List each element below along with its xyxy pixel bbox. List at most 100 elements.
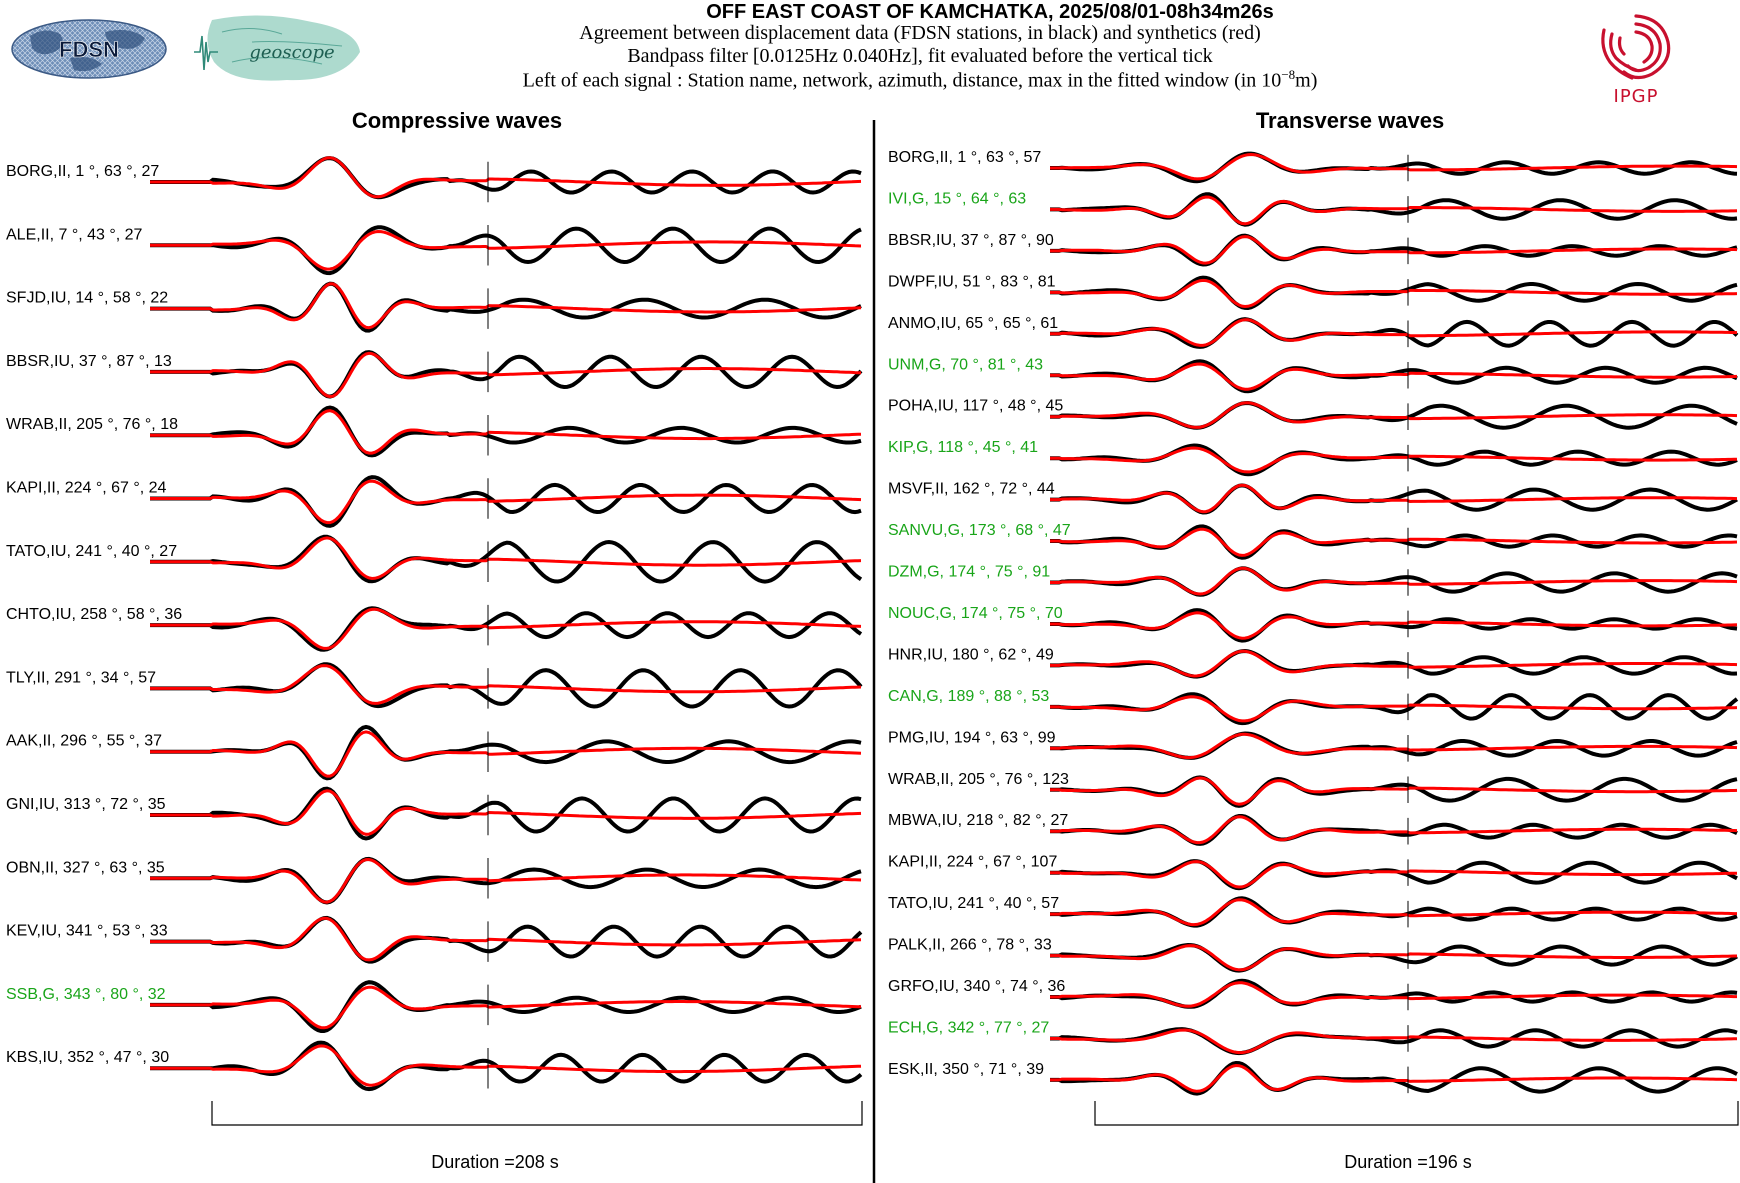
synthetic-trace bbox=[1050, 318, 1738, 347]
synthetic-trace bbox=[150, 229, 862, 271]
data-trace bbox=[150, 786, 862, 841]
station-label: DWPF,IU, 51 °, 83 °, 81 bbox=[888, 273, 1056, 290]
synthetic-trace bbox=[1050, 611, 1738, 640]
station-label: POHA,IU, 117 °, 48 °, 45 bbox=[888, 398, 1063, 415]
synthetic-trace bbox=[1050, 446, 1738, 474]
station-label: ECH,G, 342 °, 77 °, 27 bbox=[888, 1019, 1049, 1036]
synthetic-trace bbox=[1050, 483, 1738, 514]
synthetic-trace bbox=[1050, 1028, 1738, 1055]
transverse-duration-label: Duration =196 s bbox=[1344, 1152, 1472, 1172]
station-label: CAN,G, 189 °, 88 °, 53 bbox=[888, 688, 1049, 705]
station-label: KBS,IU, 352 °, 47 °, 30 bbox=[6, 1049, 169, 1066]
subtitle-agreement: Agreement between displacement data (FDS… bbox=[579, 22, 1261, 44]
compressive-duration-label: Duration =208 s bbox=[431, 1152, 559, 1172]
station-label: CHTO,IU, 258 °, 58 °, 36 bbox=[6, 606, 182, 623]
compressive-traces: BORG,II, 1 °, 63 °, 27 ALE,II, 7 °, 43 °,… bbox=[6, 156, 863, 1092]
station-label: KAPI,II, 224 °, 67 °, 107 bbox=[888, 854, 1057, 871]
station-label: MBWA,IU, 218 °, 82 °, 27 bbox=[888, 812, 1068, 829]
synthetic-trace bbox=[150, 985, 862, 1030]
data-trace bbox=[150, 156, 862, 200]
synthetic-trace bbox=[1050, 815, 1738, 845]
data-trace bbox=[150, 1040, 863, 1092]
figure-header: OFF EAST COAST OF KAMCHATKA, 2025/08/01-… bbox=[0, 0, 1740, 110]
synthetic-trace bbox=[150, 730, 862, 778]
fdsn-logo: FDSN bbox=[11, 19, 167, 79]
station-label: PMG,IU, 194 °, 63 °, 99 bbox=[888, 729, 1056, 746]
station-label: DZM,G, 174 °, 75 °, 91 bbox=[888, 564, 1050, 581]
synthetic-trace bbox=[1050, 278, 1738, 309]
synthetic-trace bbox=[1050, 1063, 1738, 1093]
legend-text: Left of each signal : Station name, netw… bbox=[522, 69, 1282, 92]
station-label: WRAB,II, 205 °, 76 °, 18 bbox=[6, 416, 178, 433]
figure-title: OFF EAST COAST OF KAMCHATKA, 2025/08/01-… bbox=[706, 1, 1274, 23]
station-label: KEV,IU, 341 °, 53 °, 33 bbox=[6, 923, 168, 940]
synthetic-trace bbox=[150, 351, 862, 399]
station-label: TATO,IU, 241 °, 40 °, 27 bbox=[6, 543, 177, 560]
synthetic-trace bbox=[1050, 152, 1738, 181]
subtitle-legend: Left of each signal : Station name, netw… bbox=[340, 67, 1500, 93]
geoscope-logo: geoscope bbox=[194, 15, 360, 81]
synthetic-trace bbox=[150, 916, 862, 962]
station-label: IVI,G, 15 °, 64 °, 63 bbox=[888, 190, 1026, 207]
synthetic-trace bbox=[150, 857, 862, 904]
synthetic-trace bbox=[150, 479, 862, 525]
ipgp-logo-text: IPGP bbox=[1614, 86, 1659, 107]
station-label: KIP,G, 118 °, 45 °, 41 bbox=[888, 439, 1038, 456]
station-label: ALE,II, 7 °, 43 °, 27 bbox=[6, 226, 143, 243]
transverse-panel-title: Transverse waves bbox=[1256, 108, 1444, 133]
compressive-panel-title: Compressive waves bbox=[352, 108, 562, 133]
data-trace bbox=[150, 980, 862, 1033]
fdsn-logo-text: FDSN bbox=[59, 37, 119, 62]
subtitle-filter: Bandpass filter [0.0125Hz 0.040Hz], fit … bbox=[627, 45, 1213, 67]
station-label: BORG,II, 1 °, 63 °, 57 bbox=[888, 149, 1041, 166]
station-label: TATO,IU, 241 °, 40 °, 57 bbox=[888, 895, 1059, 912]
data-trace bbox=[150, 915, 863, 964]
synthetic-trace bbox=[1050, 776, 1738, 806]
station-label: GRFO,IU, 340 °, 74 °, 36 bbox=[888, 978, 1065, 995]
data-trace bbox=[1050, 1027, 1738, 1056]
data-trace bbox=[1050, 942, 1738, 973]
synthetic-trace bbox=[1050, 898, 1737, 927]
synthetic-trace bbox=[150, 664, 862, 705]
station-label: UNM,G, 70 °, 81 °, 43 bbox=[888, 356, 1043, 373]
synthetic-trace bbox=[1050, 566, 1738, 596]
station-label: GNI,IU, 313 °, 72 °, 35 bbox=[6, 796, 166, 813]
compressive-duration-bracket bbox=[211, 1101, 863, 1126]
synthetic-trace bbox=[1050, 732, 1738, 760]
station-label: ESK,II, 350 °, 71 °, 39 bbox=[888, 1061, 1044, 1078]
station-label: SFJD,IU, 14 °, 58 °, 22 bbox=[6, 290, 168, 307]
synthetic-trace bbox=[150, 282, 862, 330]
synthetic-trace bbox=[1050, 860, 1738, 889]
station-label: AAK,II, 296 °, 55 °, 37 bbox=[6, 733, 162, 750]
transverse-panel: Transverse waves BORG,II, 1 °, 63 °, 57 I… bbox=[888, 108, 1739, 1172]
station-label: BORG,II, 1 °, 63 °, 27 bbox=[6, 163, 159, 180]
synthetic-trace bbox=[150, 536, 862, 581]
geoscope-logo-text: geoscope bbox=[249, 42, 334, 63]
data-trace bbox=[150, 281, 862, 333]
station-label: SSB,G, 343 °, 80 °, 32 bbox=[6, 986, 166, 1003]
synthetic-trace bbox=[1050, 944, 1737, 972]
station-label: HNR,IU, 180 °, 62 °, 49 bbox=[888, 646, 1054, 663]
synthetic-trace bbox=[1050, 695, 1738, 723]
synthetic-trace bbox=[1050, 401, 1738, 429]
legend-unit: m) bbox=[1295, 69, 1318, 92]
synthetic-trace bbox=[1050, 649, 1738, 678]
synthetic-trace bbox=[1050, 527, 1738, 557]
station-label: BBSR,IU, 37 °, 87 °, 90 bbox=[888, 232, 1054, 249]
legend-exponent: −8 bbox=[1281, 67, 1296, 82]
station-label: OBN,II, 327 °, 63 °, 35 bbox=[6, 859, 165, 876]
synthetic-trace bbox=[1050, 195, 1738, 226]
synthetic-trace bbox=[150, 156, 862, 199]
synthetic-trace bbox=[150, 789, 862, 836]
transverse-traces: BORG,II, 1 °, 63 °, 57 IVI,G, 15 °, 64 °,… bbox=[888, 149, 1739, 1096]
station-label: PALK,II, 266 °, 78 °, 33 bbox=[888, 937, 1052, 954]
synthetic-trace bbox=[150, 409, 862, 455]
station-label: KAPI,II, 224 °, 67 °, 24 bbox=[6, 480, 167, 497]
data-trace bbox=[150, 606, 863, 652]
compressive-panel: Compressive waves BORG,II, 1 °, 63 °, 27… bbox=[6, 108, 863, 1172]
synthetic-trace bbox=[150, 607, 862, 650]
synthetic-trace bbox=[1050, 235, 1738, 265]
station-label: BBSR,IU, 37 °, 87 °, 13 bbox=[6, 353, 172, 370]
ipgp-logo: IPGP bbox=[1601, 14, 1671, 107]
